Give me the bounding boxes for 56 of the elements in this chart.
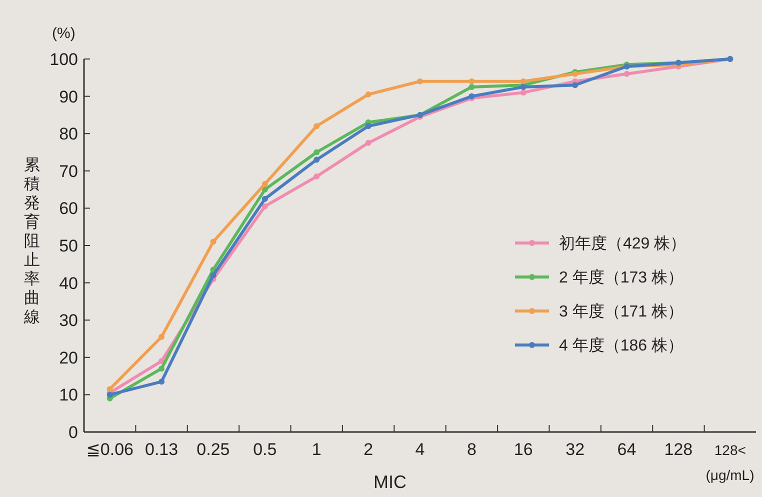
y-tick-label: 50 [59,236,78,256]
point [365,91,372,98]
y-tick-label: 20 [59,348,78,368]
legend-label: 3 年度（171 株） [559,302,684,321]
point [262,203,268,210]
y-tick-label: 30 [59,311,78,330]
point [417,78,423,84]
x-tick-label: 16 [514,440,533,459]
x-tick-label: 128 [664,440,693,459]
x-tick-label: 64 [617,440,636,459]
point [314,156,320,163]
point [365,123,372,130]
point [520,78,526,84]
x-tick-label: 8 [466,440,476,459]
point [572,82,578,88]
y-tick-label: 80 [59,124,78,144]
x-tick-label: 128< [714,442,746,458]
point [106,386,113,392]
x-tick-label: 0.13 [144,440,178,459]
y-tick-label: 60 [59,199,78,218]
text: (μg/mL) [706,467,754,483]
y-tick-label: 0 [68,422,78,442]
point [314,149,320,156]
point [262,180,268,187]
x-tick-label: 1 [312,440,322,459]
x-tick-label: ≦0.06 [86,440,134,459]
point [158,366,165,372]
x-axis-title: MIC [374,472,406,492]
x-tick-label: 32 [566,440,585,459]
point [158,334,165,340]
point [520,90,526,96]
point [624,70,630,77]
x-tick-label: 0.5 [253,440,277,459]
text: (%) [52,25,76,42]
point [262,186,268,193]
text: 累積発育阻止率曲線 [24,157,40,326]
point [365,140,372,146]
point [468,84,475,90]
point [210,238,216,245]
legend-label: 4 年度（186 株） [559,336,684,355]
point [210,272,216,278]
y-tick-label: 10 [59,386,78,405]
y-tick-label: 90 [59,87,78,106]
legend-label: 初年度（429 株） [559,234,686,253]
point [314,123,320,130]
point [468,78,475,84]
y-tick-label: 70 [59,162,78,181]
y-tick-label: 40 [59,274,78,293]
legend-label: 2 年度（173 株） [559,268,684,287]
y-tick-label: 100 [50,50,78,69]
point [158,378,165,385]
x-tick-label: 4 [415,440,425,459]
x-tick-label: 0.25 [196,440,230,459]
x-tick-label: 2 [364,440,374,459]
point [314,173,320,180]
point [262,196,268,202]
